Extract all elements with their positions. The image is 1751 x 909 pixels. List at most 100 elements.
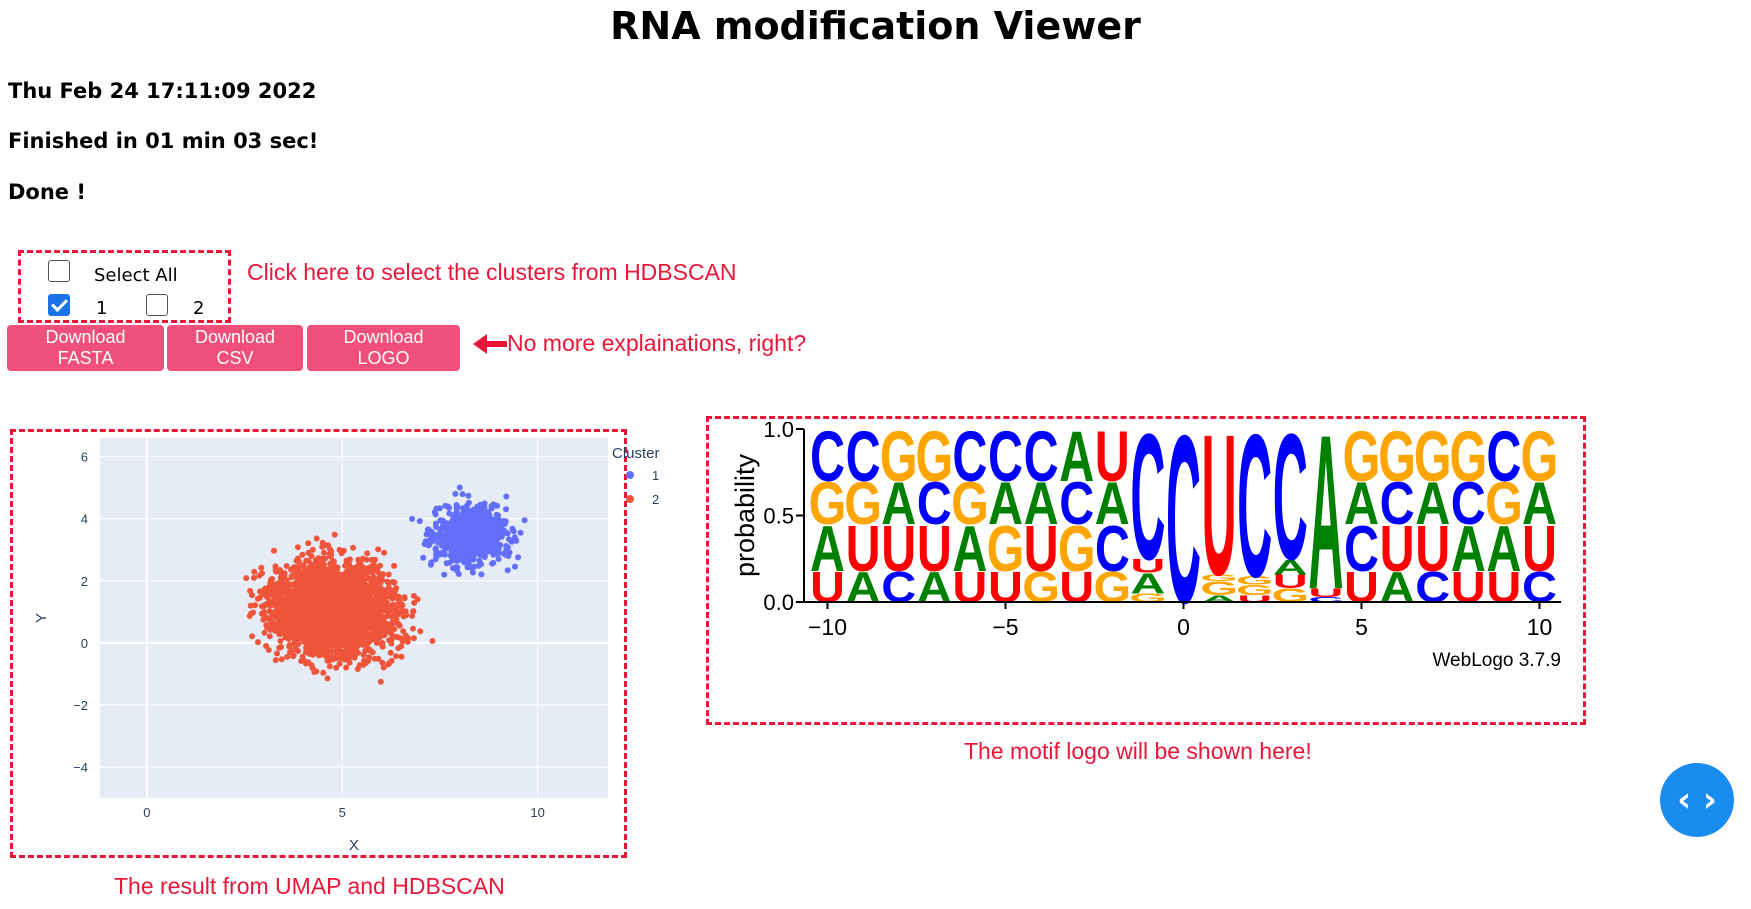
data-point: [278, 644, 284, 650]
data-point: [301, 619, 308, 626]
x-axis-label: X: [349, 837, 359, 853]
logo-letter-U: U: [1024, 513, 1059, 585]
download-csv-button[interactable]: Download CSV: [167, 325, 303, 371]
data-point: [504, 567, 511, 574]
data-point: [251, 568, 258, 575]
data-point: [377, 640, 384, 647]
data-point: [446, 510, 453, 517]
data-point: [251, 574, 257, 581]
data-point: [387, 649, 394, 656]
logo-letter-A: A: [881, 470, 916, 537]
data-point: [392, 593, 399, 600]
data-point: [331, 531, 338, 538]
logo-letter-C: C: [917, 470, 952, 537]
data-point: [490, 501, 497, 508]
cluster-1-checkbox[interactable]: [48, 294, 70, 316]
select-all-checkbox[interactable]: [48, 260, 70, 282]
logo-highlight: [706, 416, 1586, 725]
code-toggle-button[interactable]: ‹ ›: [1660, 763, 1734, 837]
data-point: [296, 635, 303, 642]
data-point: [294, 569, 300, 576]
logo-letter-A: A: [988, 470, 1023, 537]
data-point: [436, 505, 443, 512]
data-point: [377, 562, 383, 569]
y-tick-label: 4: [81, 512, 88, 527]
data-point: [336, 546, 343, 553]
legend[interactable]: 12: [626, 468, 659, 507]
data-point: [328, 548, 335, 555]
buttons-hint: No more explainations, right?: [507, 330, 807, 356]
data-point: [272, 657, 279, 664]
data-point: [315, 571, 322, 578]
data-point: [432, 511, 439, 518]
data-point: [489, 560, 496, 567]
logo-letter-G: G: [1058, 513, 1096, 585]
data-point: [320, 669, 327, 676]
data-point: [325, 654, 332, 661]
data-point: [440, 521, 447, 528]
data-point: [453, 524, 460, 531]
y-tick-label: 6: [81, 450, 88, 465]
data-point: [429, 638, 436, 644]
data-point: [330, 622, 337, 629]
data-point: [435, 539, 442, 546]
data-point: [277, 616, 284, 623]
data-point: [318, 651, 325, 658]
data-point: [502, 519, 509, 526]
logo-letter-G: G: [1378, 422, 1416, 496]
download-fasta-button[interactable]: Download FASTA: [7, 325, 164, 371]
data-point: [341, 638, 348, 645]
data-point: [347, 622, 354, 629]
data-point: [410, 625, 416, 632]
logo-letter-C: C: [846, 422, 881, 496]
logo-caption: The motif logo will be shown here!: [964, 738, 1312, 764]
scatter-highlight: [10, 429, 627, 858]
data-point: [391, 562, 398, 569]
axis-ticks: 0 5 10 −4 −2 0 2 4 6: [73, 450, 545, 820]
cluster-2-checkbox[interactable]: [146, 294, 168, 316]
data-point: [362, 660, 369, 667]
data-point: [273, 598, 280, 605]
data-point: [503, 493, 510, 500]
data-point: [371, 611, 378, 618]
data-point: [495, 556, 502, 562]
data-point: [317, 643, 324, 650]
data-point: [258, 564, 265, 571]
data-point: [369, 576, 376, 583]
data-point: [359, 603, 366, 610]
data-point: [315, 605, 321, 612]
download-logo-button[interactable]: Download LOGO: [307, 325, 460, 371]
download-fasta-line2: FASTA: [57, 348, 114, 368]
data-point: [458, 556, 465, 562]
data-point: [374, 632, 381, 639]
data-point: [478, 529, 485, 536]
data-point: [465, 499, 472, 506]
data-point: [306, 575, 313, 582]
data-point: [272, 627, 279, 634]
data-point: [479, 524, 486, 531]
logo-letter-A: A: [1024, 470, 1059, 537]
data-point: [344, 628, 351, 635]
logo-letter-G: G: [1343, 422, 1381, 496]
data-point: [353, 604, 360, 611]
data-point: [305, 540, 312, 547]
logo-letter-A: A: [1095, 470, 1130, 537]
data-point: [345, 579, 352, 585]
data-point: [328, 598, 335, 605]
data-point: [333, 649, 340, 656]
data-point: [300, 657, 307, 664]
data-point: [511, 534, 518, 541]
data-point: [290, 652, 297, 659]
data-point: [396, 622, 403, 629]
data-point: [324, 582, 331, 589]
logo-letter-A: A: [1415, 470, 1450, 537]
data-point: [263, 643, 270, 649]
data-point: [255, 639, 261, 646]
x-tick-label: 0: [143, 805, 150, 820]
data-point: [326, 663, 333, 670]
data-point: [469, 569, 476, 576]
data-point: [386, 637, 393, 644]
data-point: [319, 543, 326, 550]
data-point: [327, 589, 334, 596]
